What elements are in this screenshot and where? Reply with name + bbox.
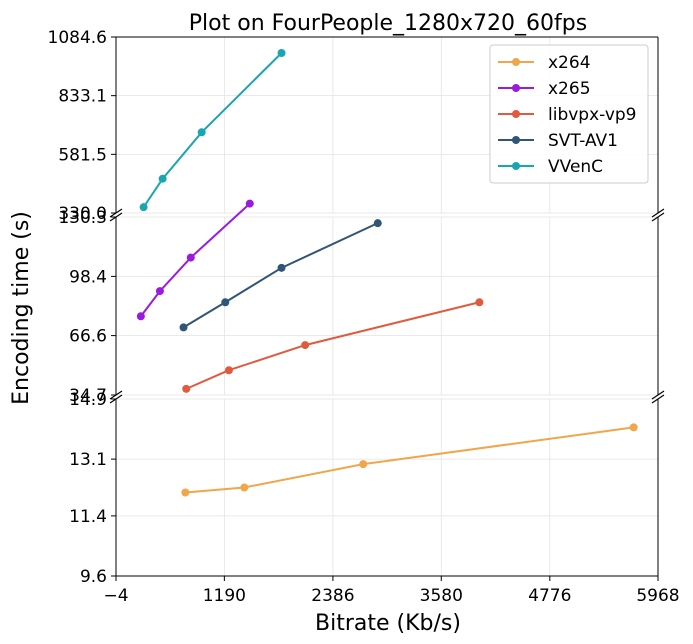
legend: x264 x265 libvpx-vp9 SVT-AV1 VVenC <box>489 44 649 184</box>
series-libvpx-vp9 <box>182 298 484 393</box>
legend-marker <box>512 136 520 144</box>
legend-label: SVT-AV1 <box>548 131 618 151</box>
series-x264 <box>181 423 638 497</box>
data-point <box>359 460 368 469</box>
x-tick-label: 3580 <box>420 586 463 606</box>
x-tick-label: 5968 <box>636 586 679 606</box>
y-tick-label: 34.7 <box>69 386 107 406</box>
axes <box>115 36 659 577</box>
data-point <box>186 253 195 262</box>
axis-break-mark <box>109 390 123 400</box>
y-tick-label: 66.6 <box>69 327 107 347</box>
legend-item: x264 <box>498 53 591 73</box>
legend-item: x265 <box>498 79 591 99</box>
data-point <box>181 488 190 497</box>
data-point <box>182 384 191 393</box>
series-line <box>185 426 634 494</box>
data-point <box>139 203 148 212</box>
legend-item: SVT-AV1 <box>498 131 618 151</box>
axis-break-markers <box>109 208 665 404</box>
series-layer <box>136 49 638 497</box>
data-point <box>224 366 233 375</box>
data-point <box>158 174 167 183</box>
tick-layer: 330.0 581.5 833.1 1084.6 34.7 66.6 98.4 130.3 9.… <box>48 28 680 606</box>
series-line <box>185 301 480 390</box>
data-point <box>629 423 638 432</box>
data-point <box>245 199 254 208</box>
axis-break-mark <box>109 208 123 218</box>
panel-frame <box>115 36 659 213</box>
y-axis-label: Encoding time (s) <box>9 211 34 405</box>
axis-break-mark <box>651 394 665 404</box>
series-x265 <box>136 199 254 321</box>
legend-label: x264 <box>548 53 591 73</box>
data-point <box>277 49 286 57</box>
y-tick-label: 130.3 <box>58 208 107 228</box>
legend-marker <box>512 110 520 118</box>
data-point <box>179 323 188 332</box>
y-tick-label: 98.4 <box>69 267 107 287</box>
y-tick-label: 13.1 <box>69 450 107 470</box>
panel-frame <box>115 217 659 395</box>
legend-marker <box>512 84 520 92</box>
series-line <box>183 222 379 329</box>
legend-label: x265 <box>548 79 591 99</box>
data-point <box>301 341 310 350</box>
y-tick-label: 833.1 <box>58 87 107 107</box>
y-tick-label: 330.0 <box>58 204 107 224</box>
y-tick-label: 581.5 <box>58 145 107 165</box>
data-point <box>221 298 230 307</box>
y-tick-label: 9.6 <box>80 567 107 587</box>
legend-item: VVenC <box>498 157 603 177</box>
data-point <box>136 312 145 321</box>
panel-frame <box>115 399 659 577</box>
x-tick-label: 4776 <box>528 586 571 606</box>
series-SVT-AV1 <box>179 219 382 332</box>
axis-break-mark <box>109 394 123 404</box>
data-point <box>475 298 484 307</box>
data-point <box>373 219 382 228</box>
series-line <box>142 52 283 208</box>
axis-break-mark <box>109 212 123 222</box>
data-point <box>197 128 206 137</box>
data-point <box>277 263 286 272</box>
series-line <box>140 202 251 317</box>
data-point <box>155 287 164 296</box>
y-tick-label: 1084.6 <box>48 28 107 48</box>
data-point <box>240 483 249 492</box>
chart-title: Plot on FourPeople_1280x720_60fps <box>189 11 587 36</box>
axis-break-mark <box>651 208 665 218</box>
x-tick-label: 1190 <box>203 586 246 606</box>
axis-break-mark <box>651 212 665 222</box>
series-VVenC <box>139 49 286 212</box>
x-axis-label: Bitrate (Kb/s) <box>315 611 461 636</box>
legend-marker <box>512 58 520 66</box>
legend-marker <box>512 162 520 170</box>
legend-item: libvpx-vp9 <box>498 105 637 125</box>
legend-box <box>489 44 649 184</box>
y-tick-label: 11.4 <box>69 507 107 527</box>
axis-break-mark <box>651 390 665 400</box>
x-tick-label: 2386 <box>311 586 354 606</box>
x-tick-label: −4 <box>103 586 128 606</box>
y-tick-label: 14.9 <box>69 390 107 410</box>
legend-label: VVenC <box>548 157 603 177</box>
legend-label: libvpx-vp9 <box>548 105 637 125</box>
